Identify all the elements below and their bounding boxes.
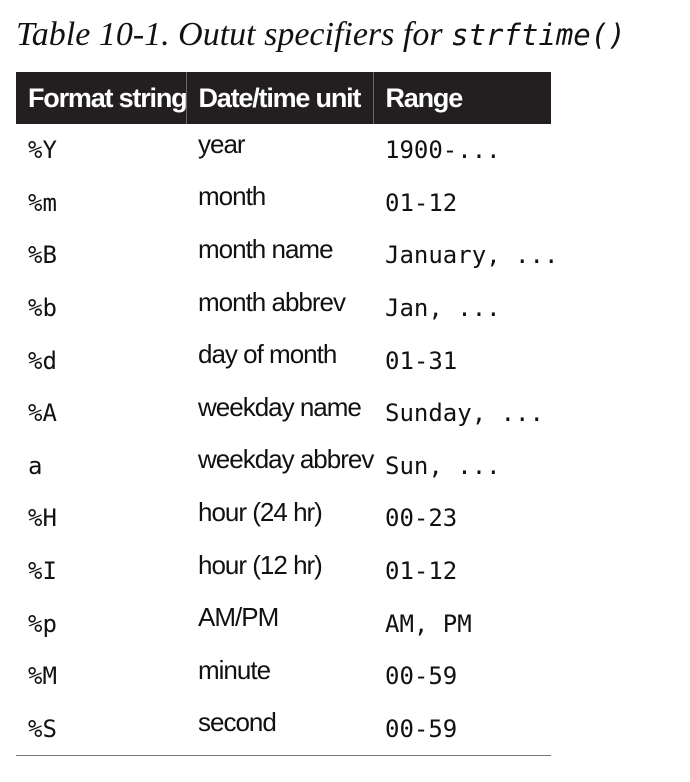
range-cell: Jan, ... — [385, 294, 501, 323]
unit-cell: minute — [198, 654, 271, 685]
strftime-specifiers-table: Format string Date/time unit Range %Y ye… — [16, 72, 559, 757]
format-cell: %B — [28, 241, 57, 270]
format-cell: a — [28, 451, 43, 480]
range-cell: January, ... — [385, 241, 559, 270]
unit-cell: month abbrev — [198, 286, 346, 317]
table-row: %d day of month 01-31 — [16, 334, 551, 387]
table-row: a weekday abbrev Sun, ... — [16, 440, 551, 493]
range-cell: 01-12 — [385, 557, 458, 586]
header-date-time-unit: Date/time unit — [185, 72, 373, 124]
format-cell: %m — [28, 188, 57, 217]
range-cell: 01-31 — [385, 346, 458, 375]
range-cell: Sunday, ... — [385, 399, 544, 428]
format-cell: %Y — [28, 136, 57, 165]
header-row: Format string Date/time unit Range — [16, 72, 551, 124]
range-cell: 00-23 — [385, 504, 458, 533]
format-cell: %p — [28, 609, 57, 638]
unit-cell: year — [198, 128, 246, 159]
unit-cell: hour (24 hr) — [198, 496, 323, 527]
table-row: %Y year 1900-... — [16, 124, 551, 177]
unit-cell: hour (12 hr) — [198, 549, 323, 580]
table-row: %M minute 00-59 — [16, 650, 551, 703]
table-row: %p AM/PM AM, PM — [16, 597, 551, 650]
table-row: %S second 00-59 — [16, 696, 551, 757]
unit-cell: weekday name — [198, 391, 362, 422]
range-cell: 00-59 — [373, 702, 551, 757]
table-caption: Table 10-1. Outut specifiers for strftim… — [16, 10, 626, 60]
unit-cell: second — [186, 696, 373, 751]
unit-cell: AM/PM — [198, 602, 279, 633]
range-cell: 01-12 — [385, 188, 458, 217]
range-cell: 00-59 — [385, 662, 458, 691]
table-header: Format string Date/time unit Range — [16, 72, 551, 124]
unit-cell: weekday abbrev — [198, 444, 374, 475]
format-cell: %I — [28, 557, 57, 586]
format-cell: %M — [28, 662, 57, 691]
table-row: %m month 01-12 — [16, 177, 551, 230]
format-cell: %S — [16, 702, 186, 757]
unit-cell: day of month — [198, 339, 337, 370]
header-format-string: Format string — [16, 72, 188, 124]
caption-label: Table 10-1. Outut specifiers for — [16, 16, 452, 53]
caption-code: strftime() — [451, 18, 626, 52]
table-row: %A weekday name Sunday, ... — [16, 387, 551, 440]
unit-cell: month name — [198, 233, 334, 264]
table-row: %I hour (12 hr) 01-12 — [16, 545, 551, 598]
format-cell: %b — [28, 294, 57, 323]
range-cell: Sun, ... — [385, 451, 501, 480]
range-cell: 1900-... — [385, 136, 501, 165]
range-cell: AM, PM — [385, 609, 472, 638]
table-body: %Y year 1900-... %m month 01-12 %B month… — [16, 124, 559, 757]
header-range: Range — [372, 72, 551, 124]
table-row: %B month name January, ... — [16, 229, 559, 282]
unit-cell: month — [198, 181, 266, 212]
format-cell: %A — [28, 399, 57, 428]
table-row: %H hour (24 hr) 00-23 — [16, 492, 551, 545]
format-cell: %H — [28, 504, 57, 533]
table-row: %b month abbrev Jan, ... — [16, 282, 551, 335]
format-cell: %d — [28, 346, 57, 375]
